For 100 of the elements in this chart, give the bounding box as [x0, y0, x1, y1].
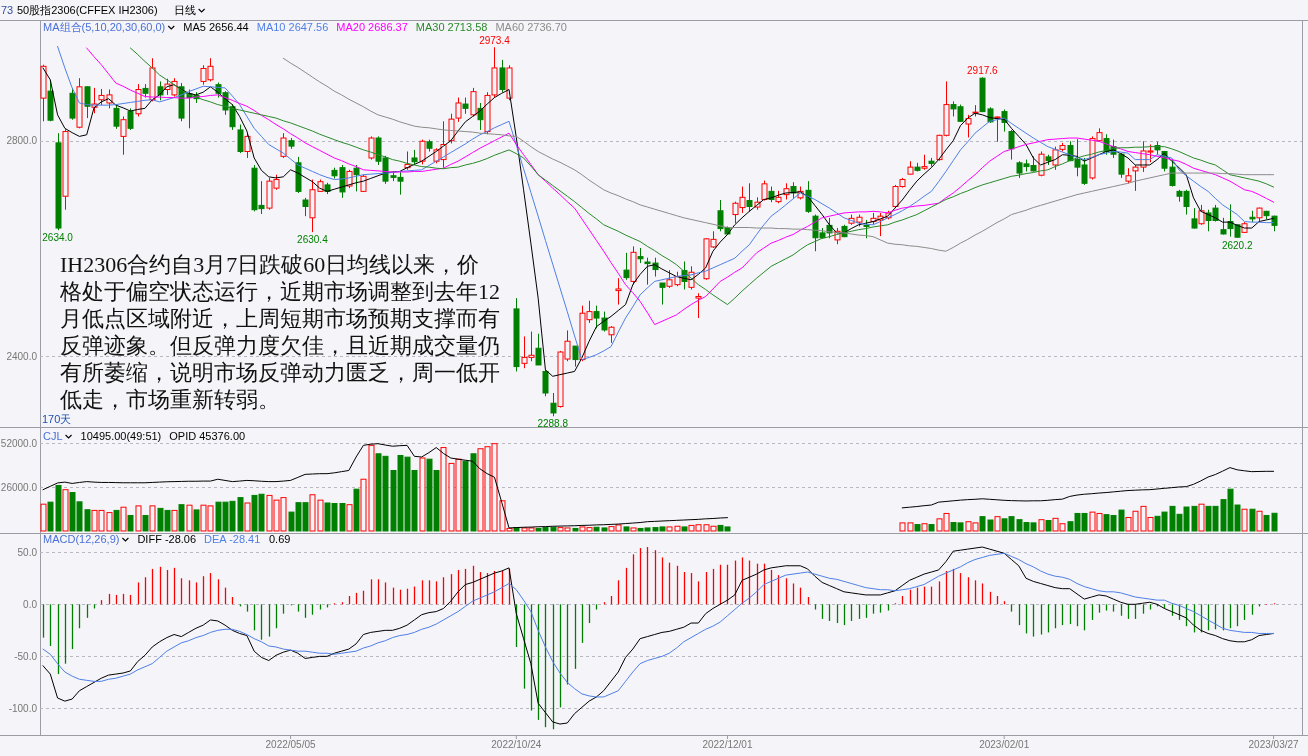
chart-title: 50股指2306(CFFEX IH2306) — [17, 4, 158, 16]
y-tick-label: -100.0 — [8, 702, 38, 714]
annotation: 170天 — [42, 413, 72, 425]
bar — [120, 506, 127, 532]
candlestick — [280, 132, 287, 159]
annotation: 2917.6 — [967, 65, 999, 77]
annotation: 2634.0 — [42, 232, 74, 244]
legend-label: MA5 2656.44 — [183, 21, 249, 33]
x-tick-label: 2022/10/24 — [491, 739, 542, 750]
text: MA20 2686.37 — [336, 21, 408, 33]
bar — [1038, 519, 1045, 532]
x-tick-label: 2023/03/27 — [1248, 739, 1300, 750]
legend-title: MA组合(5,10,20,30,60,0) — [43, 21, 166, 33]
bar — [178, 504, 185, 532]
x-tick-label: 2023/02/01 — [979, 739, 1030, 750]
bar — [127, 514, 134, 532]
annotation: 2620.2 — [1221, 239, 1253, 251]
candlestick — [120, 115, 127, 156]
bar — [346, 504, 353, 532]
candlestick — [761, 180, 768, 202]
bar — [1256, 510, 1263, 532]
candlestick — [470, 87, 477, 117]
y-tick-label: 26000.0 — [0, 481, 38, 493]
bar — [186, 504, 193, 532]
candlestick — [572, 345, 579, 368]
chart-subtitle: 日线 — [173, 4, 196, 16]
candlestick — [615, 277, 622, 306]
bar — [40, 503, 47, 532]
annotation: 2630.4 — [297, 234, 329, 246]
bar — [681, 526, 688, 532]
candlestick — [659, 282, 666, 306]
bar — [244, 502, 251, 532]
candlestick — [535, 333, 542, 366]
annotation: 2973.4 — [479, 35, 511, 47]
bar — [914, 524, 921, 532]
bar — [193, 509, 200, 532]
bar — [62, 489, 69, 532]
text: MA60 2736.70 — [495, 21, 567, 33]
annotation: IH2306合约自3月7日跌破60日均线以来，价格处于偏空状态运行，近期市场调整到去年12月低点区域附近，上周短期市场预期支撑而有反弹迹象。但反弹力度欠佳，且近期成交量仍有所萎缩，说明市场反弹动力匮乏，周一低开低走，市场重新转弱。 — [59, 252, 500, 412]
bar — [1198, 503, 1205, 532]
bar — [1241, 508, 1248, 532]
line-series — [42, 552, 1275, 698]
candlestick — [302, 197, 309, 217]
candlestick — [695, 292, 702, 319]
candlestick — [1008, 129, 1015, 161]
bar — [113, 509, 120, 532]
bar — [928, 524, 935, 532]
candlestick — [353, 164, 360, 192]
candlestick — [965, 114, 972, 138]
candlestick — [1191, 207, 1198, 230]
bar — [135, 505, 142, 532]
line-series — [282, 57, 1275, 252]
candlestick — [863, 219, 870, 239]
candlestick — [419, 139, 426, 165]
bar — [1249, 508, 1256, 532]
candlestick — [84, 85, 91, 119]
candlestick — [499, 59, 506, 93]
y-tick-label: -50.0 — [14, 650, 38, 662]
bar — [623, 526, 630, 532]
candlestick — [477, 102, 484, 131]
legend-label: DIFF -28.06 — [137, 533, 197, 545]
x-tick-label: 2022/05/05 — [265, 739, 317, 750]
candlestick — [1198, 204, 1205, 226]
bar — [572, 527, 579, 532]
annotation: 10495.00(49:51) — [80, 430, 162, 442]
candlestick — [127, 107, 134, 131]
legend-title: CJL — [43, 430, 63, 442]
bar — [142, 514, 149, 532]
bar — [353, 488, 360, 532]
y-tick-label: 2800.0 — [6, 135, 38, 147]
text: 73 — [1, 4, 14, 16]
annotation: 2288.8 — [537, 418, 569, 430]
bar — [1045, 520, 1052, 532]
text: OPID 45376.00 — [169, 430, 246, 442]
candlestick — [805, 180, 812, 214]
candlestick — [542, 369, 549, 397]
text: MA10 2647.56 — [256, 21, 329, 33]
bar — [419, 457, 426, 532]
bar — [994, 516, 1001, 532]
y-tick-label: 2400.0 — [6, 350, 38, 362]
candlestick — [455, 97, 462, 123]
candlestick — [623, 252, 630, 281]
legend-title: MACD(12,26,9) — [43, 533, 120, 545]
candlestick — [994, 115, 1001, 143]
candlestick — [448, 113, 455, 144]
y-tick-label: 0.0 — [23, 598, 38, 610]
y-tick-label: 50.0 — [17, 546, 38, 558]
candlestick — [550, 392, 557, 417]
candlestick — [237, 124, 244, 154]
bar — [171, 509, 178, 532]
x-tick-label: 2022/12/01 — [702, 739, 753, 750]
candlestick — [746, 182, 753, 213]
candlestick — [368, 135, 375, 161]
bar — [513, 527, 520, 532]
bar — [630, 527, 637, 532]
y-tick-label: 52000.0 — [0, 437, 38, 449]
text: DEA -28.41 — [204, 533, 261, 545]
bar — [149, 505, 156, 532]
candlestick — [113, 105, 120, 130]
annotation: 0.69 — [268, 533, 291, 545]
